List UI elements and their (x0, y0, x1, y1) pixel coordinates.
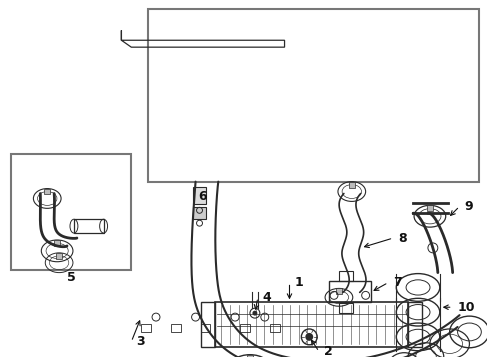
Bar (54, 240, 60, 246)
Text: 5: 5 (67, 271, 75, 284)
Bar (240, 324, 250, 332)
Text: 7: 7 (393, 276, 402, 289)
Bar (336, 288, 342, 294)
Bar (193, 207, 206, 219)
Text: 1: 1 (294, 276, 303, 289)
Circle shape (252, 311, 257, 316)
Bar (200, 324, 210, 332)
Bar (141, 324, 151, 332)
Bar (339, 303, 353, 313)
Text: 8: 8 (398, 231, 407, 244)
Text: 3: 3 (136, 335, 145, 348)
Text: 6: 6 (198, 190, 207, 203)
Circle shape (305, 333, 313, 341)
Bar (270, 324, 280, 332)
Bar (339, 271, 353, 280)
Text: 4: 4 (263, 291, 271, 304)
Bar (171, 324, 181, 332)
Text: 10: 10 (458, 301, 475, 314)
Bar (349, 182, 355, 188)
Bar (247, 355, 253, 360)
Text: 2: 2 (324, 345, 333, 358)
Bar (193, 186, 206, 204)
Bar (11, 154, 131, 270)
Bar (329, 280, 370, 302)
Bar (74, 219, 103, 233)
Bar (201, 302, 215, 347)
Bar (215, 302, 408, 347)
Bar (44, 189, 50, 194)
Bar (408, 302, 422, 347)
Bar (56, 253, 62, 259)
Bar (148, 9, 479, 182)
Bar (427, 205, 433, 211)
Text: 9: 9 (465, 200, 473, 213)
